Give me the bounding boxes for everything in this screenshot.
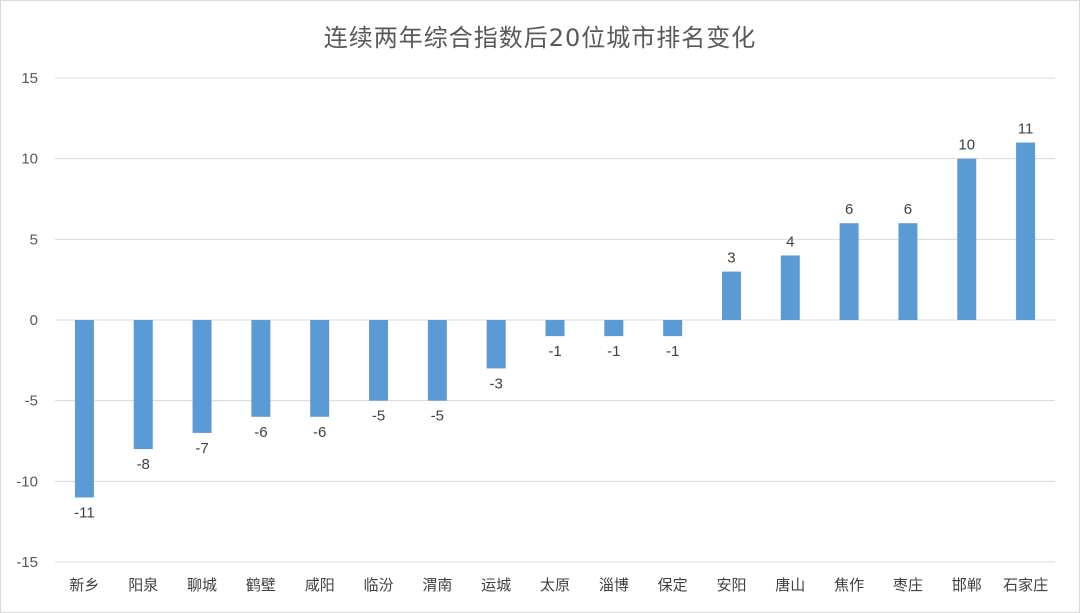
x-tick-label: 聊城 — [187, 576, 217, 594]
bar — [369, 320, 389, 401]
bar — [898, 223, 918, 320]
data-label: -5 — [431, 408, 444, 425]
chart-title: 连续两年综合指数后20位城市排名变化 — [323, 24, 757, 52]
data-labels: -11 -8 -7 -6 -6 -5 -5 -3 -1 -1 -1 3 4 6 6 10 11 — [74, 121, 1033, 522]
bar — [957, 158, 977, 320]
data-label: -1 — [548, 343, 561, 360]
data-label: 10 — [958, 137, 975, 154]
data-label: -1 — [607, 343, 620, 360]
data-label: 6 — [904, 201, 912, 218]
bar — [427, 320, 447, 401]
data-label: -6 — [254, 424, 267, 441]
data-label: -5 — [372, 408, 385, 425]
y-tick-label: 0 — [30, 312, 38, 329]
bar — [839, 223, 859, 320]
x-tick-label: 阳泉 — [128, 576, 158, 594]
x-tick-label: 新乡 — [69, 576, 99, 594]
x-tick-label: 保定 — [658, 576, 688, 594]
bar — [604, 320, 624, 337]
x-tick-label: 太原 — [540, 576, 570, 594]
data-label: -1 — [666, 343, 679, 360]
bars — [74, 142, 1036, 498]
gridlines — [55, 77, 1055, 563]
x-tick-label: 运城 — [481, 576, 511, 594]
data-label: 4 — [786, 233, 794, 250]
y-axis-ticks: 15 10 5 0 -5 -10 -15 — [16, 70, 38, 571]
bar — [663, 320, 683, 337]
bar — [486, 320, 506, 369]
data-label: -6 — [313, 424, 326, 441]
x-tick-label: 渭南 — [422, 576, 452, 594]
bar — [133, 320, 153, 450]
x-tick-label: 淄博 — [599, 576, 629, 594]
y-tick-label: -10 — [16, 473, 38, 490]
y-tick-label: 10 — [21, 151, 38, 168]
x-tick-label: 咸阳 — [305, 576, 335, 594]
x-tick-label: 焦作 — [834, 576, 864, 594]
data-label: 6 — [845, 201, 853, 218]
bar — [721, 271, 741, 320]
bar — [251, 320, 271, 417]
y-tick-label: -5 — [25, 393, 38, 410]
x-axis-labels: 新乡 阳泉 聊城 鹤壁 咸阳 临汾 渭南 运城 太原 淄博 保定 安阳 唐山 焦作 枣庄 邯郸 石家庄 — [69, 576, 1048, 594]
x-tick-label: 枣庄 — [893, 576, 923, 594]
bar — [74, 320, 94, 498]
data-label: -11 — [74, 504, 95, 521]
data-label: -7 — [195, 440, 208, 457]
data-label: -3 — [490, 375, 503, 392]
bar — [545, 320, 565, 337]
data-label: 11 — [1018, 121, 1034, 138]
x-tick-label: 邯郸 — [952, 576, 982, 594]
data-label: -8 — [137, 456, 150, 473]
x-tick-label: 临汾 — [364, 576, 394, 594]
x-tick-label: 石家庄 — [1003, 576, 1048, 594]
x-tick-label: 唐山 — [775, 576, 805, 594]
x-tick-label: 安阳 — [716, 576, 746, 594]
data-label: 3 — [727, 250, 735, 267]
bar — [780, 255, 800, 320]
y-tick-label: 15 — [21, 70, 38, 87]
y-tick-label: 5 — [30, 231, 38, 248]
y-tick-label: -15 — [16, 554, 38, 571]
x-tick-label: 鹤壁 — [246, 576, 276, 594]
bar — [1016, 142, 1036, 320]
bar — [310, 320, 330, 417]
bar — [192, 320, 212, 433]
